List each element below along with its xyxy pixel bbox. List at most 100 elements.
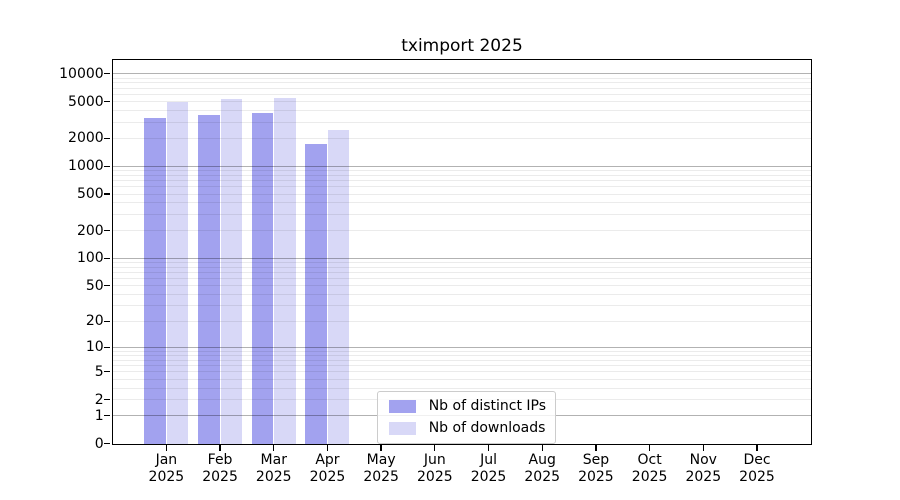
y-tick-label-5000: 5000 (68, 93, 104, 110)
y-tick-mark-20 (104, 320, 111, 323)
legend: Nb of distinct IPs Nb of downloads (376, 390, 557, 444)
axis-layer: 0 1 2 5 10 20 50 100 200 500 1000 2000 5000 10000 Jan 2… (59, 60, 811, 485)
x-tick-month: Jan (155, 451, 178, 468)
x-tick-label-oct: Oct 2025 (610, 452, 690, 487)
x-tick-year: 2025 (578, 469, 614, 486)
legend-label-downloads: Nb of downloads (428, 419, 546, 436)
gridline-minor-30 (112, 305, 811, 307)
x-tick-year: 2025 (470, 469, 507, 486)
y-tick-label-1: 1 (94, 407, 104, 424)
y-tick-mark-100 (104, 257, 111, 259)
gridline-minor-600 (112, 186, 811, 188)
chart-title: tximport 2025 (401, 36, 523, 56)
y-tick-mark-50 (104, 285, 111, 287)
gridline-major-10000 (112, 73, 811, 75)
gridline-minor-9000 (112, 77, 811, 79)
x-tick-mark-dec (756, 444, 758, 451)
gridline-minor-70 (112, 271, 811, 273)
gridline-minor-80 (112, 266, 811, 268)
gridline-minor-5 (112, 371, 811, 373)
y-tick-label-2: 2 (94, 391, 104, 408)
x-tick-mark-aug (541, 444, 543, 451)
y-tick-mark-5 (104, 371, 111, 373)
gridline-minor-90 (112, 262, 811, 264)
y-tick-mark-2 (104, 398, 111, 401)
x-tick-mark-jul (487, 444, 490, 451)
gridline-minor-8 (112, 354, 811, 356)
x-tick-month: Jun (423, 451, 446, 468)
gridline-minor-40 (112, 294, 811, 296)
gridline-minor-2000 (112, 137, 811, 139)
bar-distinct-ips-feb (198, 114, 220, 444)
y-tick-label-20: 20 (85, 313, 104, 330)
gridline-minor-3 (112, 387, 811, 389)
legend-swatch-downloads-icon (388, 421, 416, 435)
gridline-minor-6 (112, 365, 811, 367)
legend-item-distinct-ips: Nb of distinct IPs (387, 397, 547, 414)
plot-area: 0 1 2 5 10 20 50 100 200 500 1000 2000 5000 10000 Jan 2… (59, 58, 812, 485)
x-tick-label-mar: Mar 2025 (234, 452, 314, 487)
x-tick-mark-apr (326, 444, 329, 451)
y-tick-label-500: 500 (76, 186, 104, 202)
y-tick-label-200: 200 (76, 222, 104, 239)
y-tick-mark-10000 (104, 73, 111, 75)
legend-label-distinct-ips: Nb of distinct IPs (428, 397, 547, 414)
x-tick-year: 2025 (739, 469, 775, 486)
y-tick-mark-1 (104, 415, 111, 417)
x-tick-month: Jul (480, 451, 497, 468)
gridline-minor-20 (112, 320, 811, 322)
x-tick-month: Apr (315, 451, 340, 468)
bar-distinct-ips-apr (305, 144, 327, 444)
x-tick-label-aug: Aug 2025 (502, 452, 582, 487)
x-tick-mark-sep (595, 444, 597, 451)
gridline-minor-4000 (112, 110, 811, 112)
bar-downloads-apr (327, 129, 350, 444)
x-tick-mark-oct (648, 444, 651, 451)
x-tick-label-dec: Dec 2025 (717, 452, 797, 487)
x-tick-mark-jun (434, 444, 436, 451)
gridline-minor-50 (112, 285, 811, 287)
x-tick-year: 2025 (202, 469, 238, 486)
bar-distinct-ips-jan (144, 118, 166, 444)
x-tick-month: Mar (260, 451, 287, 468)
gridline-minor-60 (112, 278, 811, 280)
y-tick-label-10000: 10000 (59, 65, 104, 82)
x-tick-month: Nov (689, 451, 717, 468)
x-tick-month: Feb (207, 451, 233, 468)
gridline-minor-3000 (112, 121, 811, 123)
gridline-minor-5000 (112, 101, 811, 103)
bar-downloads-mar (274, 97, 296, 444)
bars-layer (113, 60, 811, 444)
y-tick-mark-5000 (104, 100, 111, 103)
y-tick-mark-1000 (104, 165, 111, 167)
x-tick-year: 2025 (524, 469, 561, 486)
gridline-minor-200 (112, 230, 811, 232)
x-tick-label-sep: Sep 2025 (556, 452, 636, 487)
y-tick-label-10: 10 (85, 339, 104, 356)
x-tick-label-jan: Jan 2025 (126, 452, 206, 487)
x-tick-year: 2025 (148, 469, 185, 486)
gridline-minor-500 (112, 193, 811, 195)
x-tick-label-jun: Jun 2025 (395, 452, 475, 487)
y-tick-mark-2000 (104, 137, 111, 140)
x-tick-month: Sep (582, 451, 610, 468)
x-tick-year: 2025 (685, 469, 722, 486)
x-tick-label-nov: Nov 2025 (663, 452, 743, 487)
gridline-major-100 (112, 257, 811, 259)
bar-downloads-jan (166, 102, 189, 444)
x-tick-year: 2025 (631, 469, 668, 486)
x-tick-year: 2025 (363, 469, 399, 486)
x-tick-month: Aug (528, 451, 556, 468)
x-tick-label-feb: Feb 2025 (180, 452, 260, 487)
gridline-minor-9 (112, 350, 811, 352)
x-tick-year: 2025 (255, 469, 292, 486)
x-tick-mark-mar (273, 444, 275, 451)
x-tick-year: 2025 (417, 469, 453, 486)
gridline-major-10 (112, 346, 811, 348)
x-tick-month: May (366, 451, 396, 468)
x-tick-label-jul: Jul 2025 (449, 452, 529, 487)
x-tick-mark-jan (165, 444, 168, 451)
x-tick-label-may: May 2025 (341, 452, 421, 487)
x-tick-year: 2025 (309, 469, 346, 486)
